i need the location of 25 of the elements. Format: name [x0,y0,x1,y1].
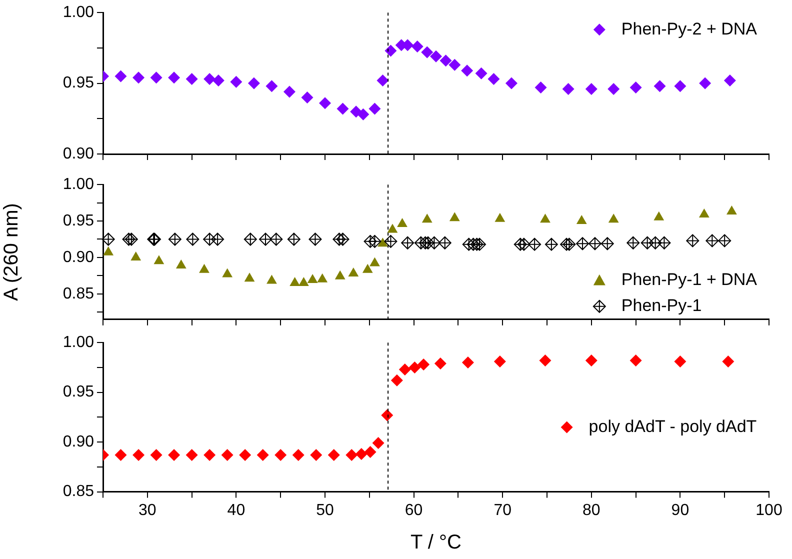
y-tick-label: 0.95 [62,74,94,92]
y-tick-label: 1.00 [62,4,94,22]
legend-label: Phen-Py-1 [621,296,702,316]
legend-label: Phen-Py-2 + DNA [621,19,758,38]
y-tick-label: 0.90 [62,145,94,162]
x-tick-label: 50 [316,502,334,519]
x-tick-label: 90 [671,502,690,519]
y-tick-label: 0.90 [62,433,94,450]
y-tick-label: 0.90 [62,248,94,266]
y-tick-label: 0.95 [62,212,94,230]
x-tick-label: 30 [138,502,156,519]
y-axis-title: A (260 nm) [0,203,23,301]
x-tick-label: 70 [494,502,512,519]
y-tick-label: 1.00 [62,176,94,194]
x-tick-label: 60 [404,502,423,519]
x-tick-label: 100 [756,502,782,519]
x-axis-title: T / °C [410,532,462,554]
y-tick-label: 0.85 [62,285,94,302]
y-tick-label: 0.85 [62,483,94,500]
x-tick-label: 80 [582,502,600,519]
legend-label: Phen-Py-1 + DNA [621,270,758,290]
y-tick-label: 0.95 [62,384,94,401]
y-tick-label: 1.00 [62,334,94,352]
legend-label: poly dAdT - poly dAdT [588,416,757,436]
x-tick-label: 40 [227,502,246,519]
